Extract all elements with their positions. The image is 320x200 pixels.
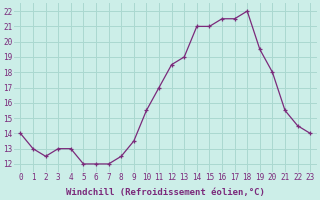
X-axis label: Windchill (Refroidissement éolien,°C): Windchill (Refroidissement éolien,°C) [66, 188, 265, 197]
